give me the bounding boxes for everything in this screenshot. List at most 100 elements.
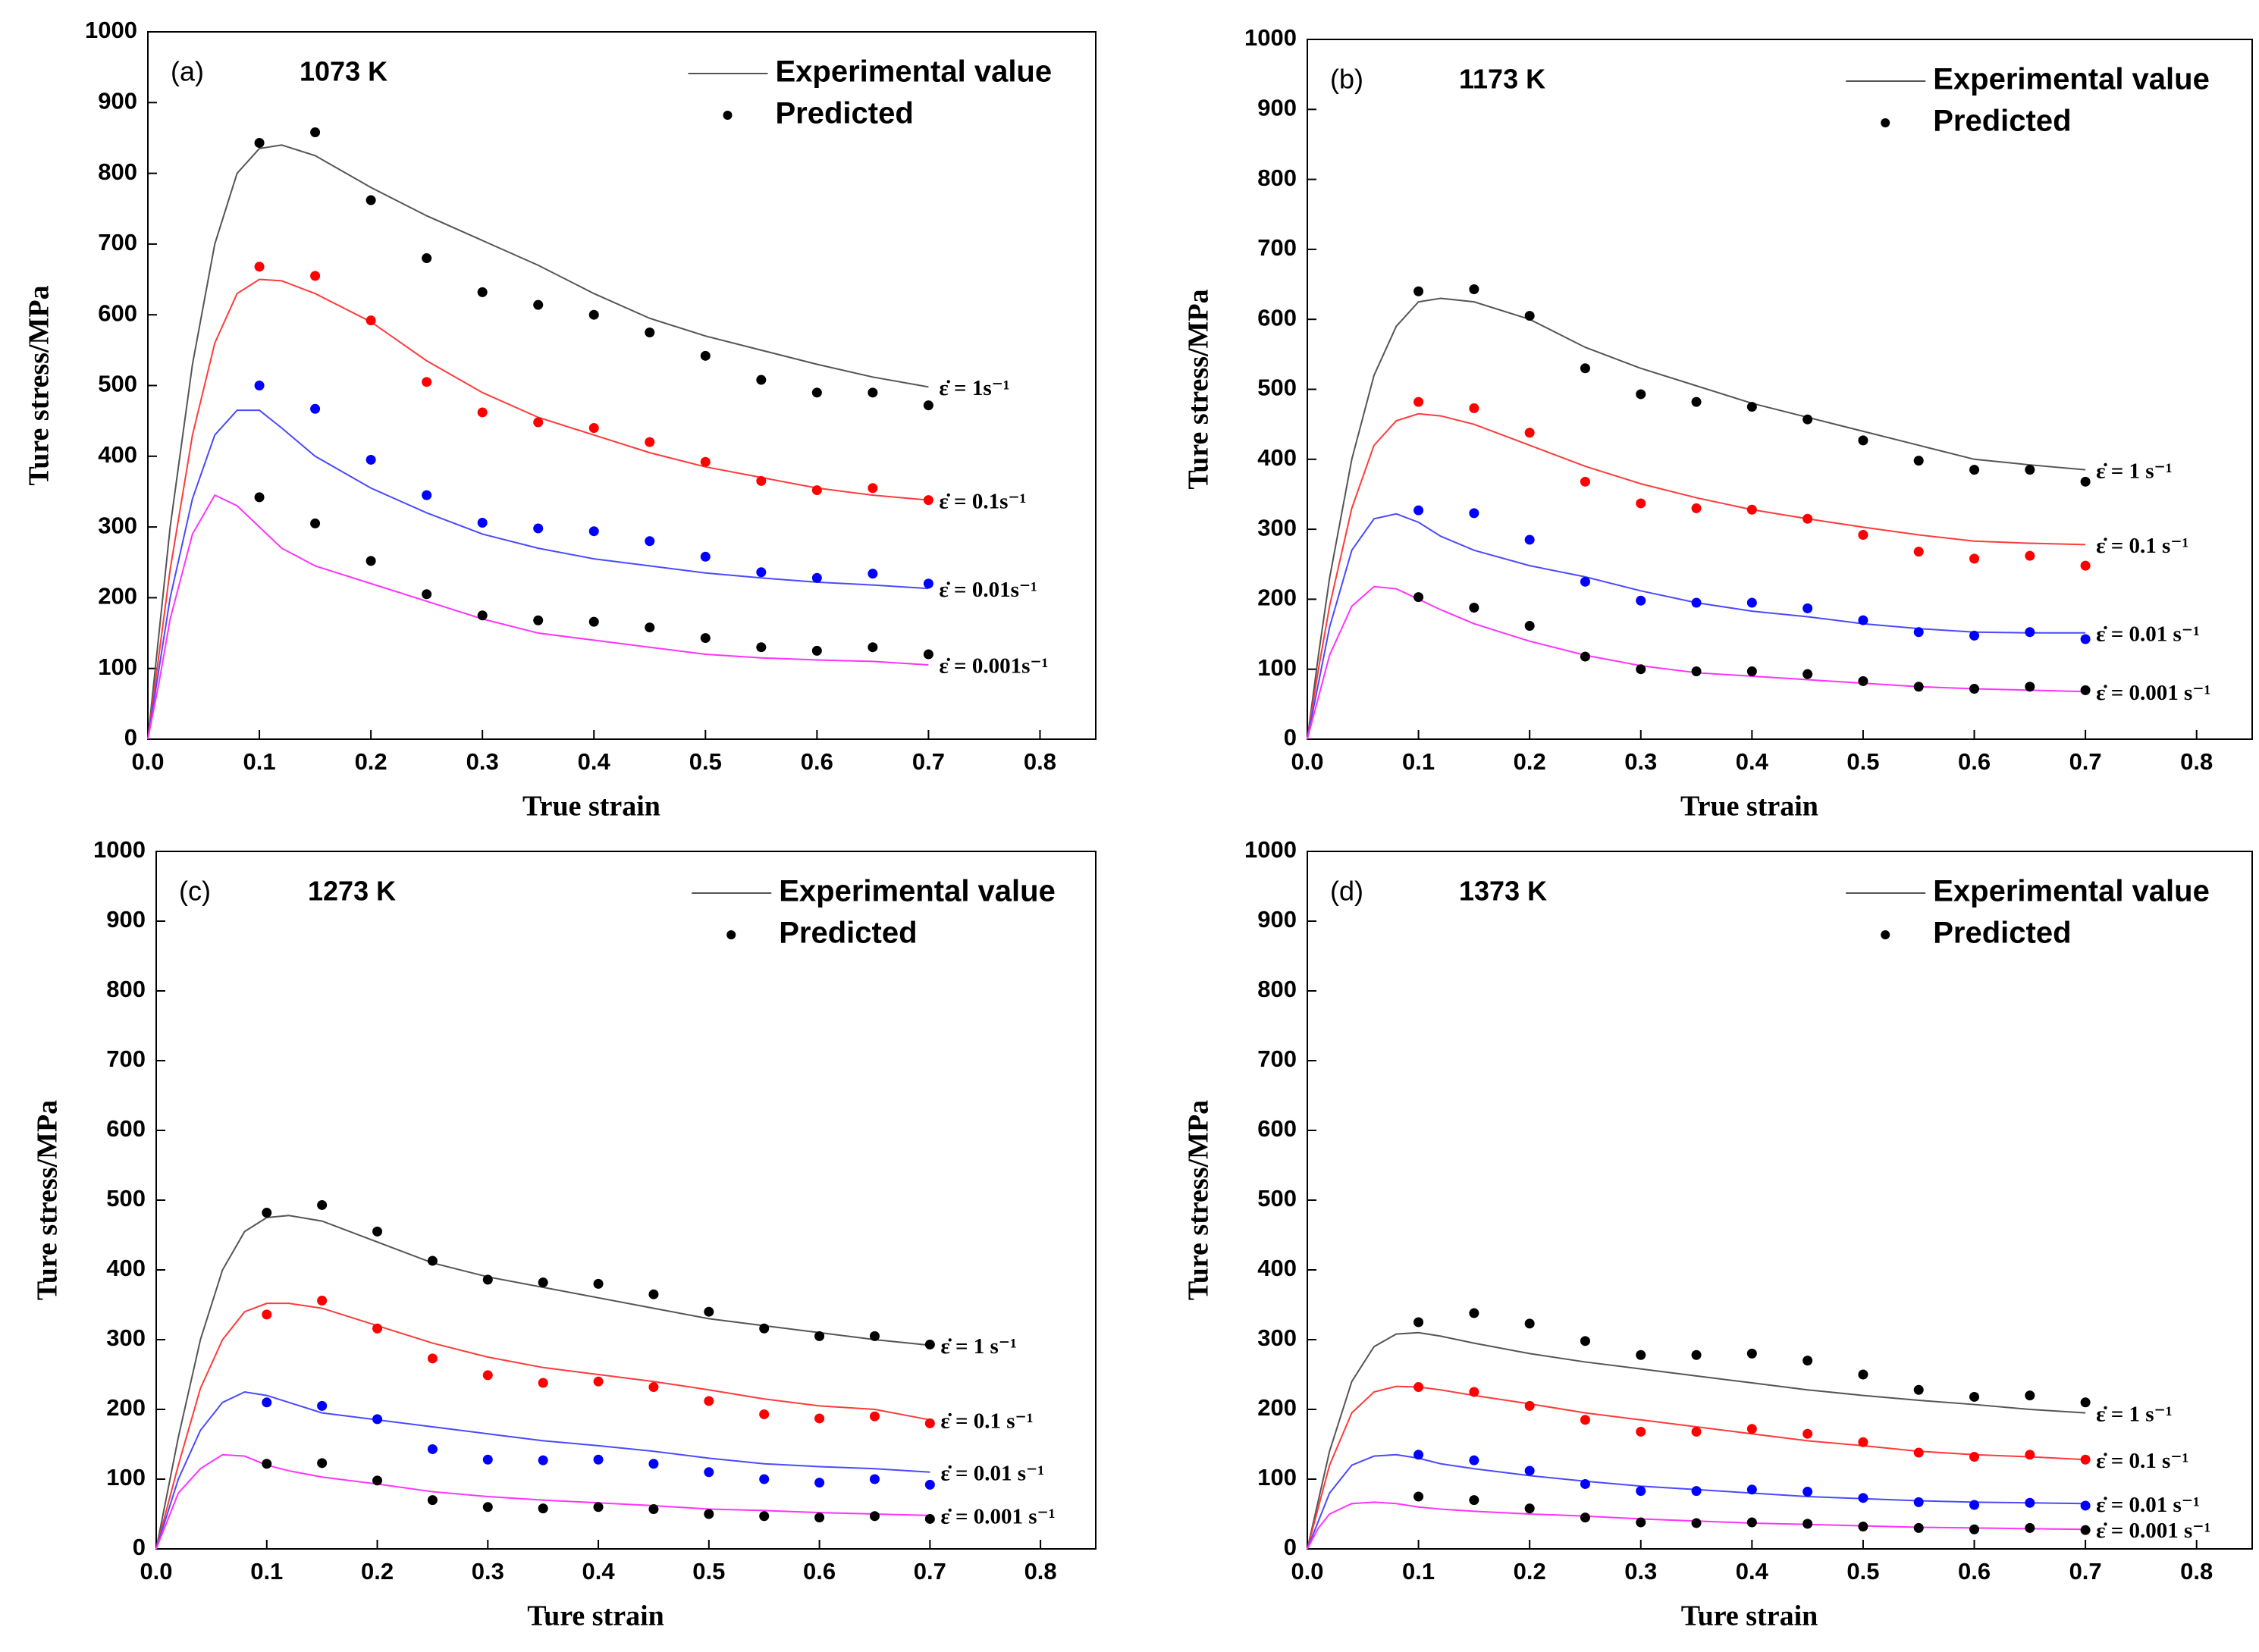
x-tick-label: 0.1 <box>243 748 276 775</box>
predicted-point <box>538 1378 548 1388</box>
x-tick-label: 0.4 <box>582 1558 616 1585</box>
predicted-point <box>1858 529 1868 540</box>
predicted-point <box>1469 602 1479 613</box>
predicted-point <box>700 456 711 467</box>
predicted-point <box>1913 1497 1924 1507</box>
y-tick-label: 400 <box>1257 444 1297 471</box>
predicted-point <box>1580 363 1590 374</box>
experimental-curve <box>1307 1453 2086 1550</box>
experimental-curve <box>155 1453 930 1550</box>
x-tick-label: 0.3 <box>1624 748 1657 775</box>
predicted-point <box>366 315 376 326</box>
predicted-point <box>924 1479 935 1490</box>
y-tick-label: 200 <box>1257 585 1297 611</box>
temperature: 1073 K <box>300 56 387 87</box>
predicted-point <box>1802 1519 1813 1529</box>
y-tick-label: 200 <box>98 583 137 610</box>
x-tick-label: 0.7 <box>912 748 945 775</box>
predicted-point <box>262 1459 272 1469</box>
y-tick-label: 200 <box>106 1394 146 1421</box>
predicted-point <box>1969 465 1980 475</box>
predicted-point <box>427 1353 438 1364</box>
predicted-point <box>648 1382 659 1393</box>
x-tick-label: 0.3 <box>466 748 499 775</box>
predicted-point <box>1858 1369 1868 1380</box>
predicted-point <box>427 1255 438 1266</box>
predicted-point <box>538 1503 548 1514</box>
legend-label: Experimental value <box>776 55 1053 89</box>
experimental-curve <box>1307 585 2086 740</box>
y-tick-label: 300 <box>98 512 137 538</box>
x-tick-label: 0.8 <box>1024 1558 1057 1585</box>
y-axis-title: Ture stress/MPa <box>1183 289 1215 489</box>
x-tick-label: 0.0 <box>140 1558 172 1585</box>
x-tick-label: 0.3 <box>1624 1558 1657 1585</box>
x-tick-label: 0.3 <box>472 1558 504 1585</box>
predicted-point <box>1969 1500 1980 1510</box>
x-tick-label: 0.8 <box>2180 748 2213 775</box>
predicted-point <box>588 422 599 433</box>
predicted-point <box>588 616 599 627</box>
predicted-point <box>372 1475 383 1486</box>
predicted-point <box>648 1289 659 1299</box>
predicted-point <box>814 1513 825 1523</box>
predicted-point <box>868 569 878 579</box>
predicted-point <box>1469 403 1479 413</box>
predicted-point <box>924 1418 935 1428</box>
predicted-point <box>1524 1503 1535 1514</box>
y-tick-label: 200 <box>1257 1394 1297 1421</box>
x-tick-label: 0.2 <box>1514 748 1546 775</box>
predicted-point <box>869 1511 880 1522</box>
rate-label: ε̇ = 0.1 s⁻¹ <box>940 1409 1033 1433</box>
x-tick-label: 0.0 <box>1291 1558 1323 1585</box>
predicted-point <box>533 417 544 428</box>
predicted-point <box>1691 1426 1702 1437</box>
predicted-point <box>1746 1424 1757 1434</box>
x-tick-label: 0.8 <box>2180 1558 2213 1585</box>
predicted-point <box>645 536 655 547</box>
rate-label: ε̇ = 0.01 s⁻¹ <box>2096 622 2200 646</box>
predicted-point <box>1636 664 1646 675</box>
y-tick-label: 700 <box>1257 234 1297 261</box>
y-axis-title: Ture stress/MPa <box>1183 1100 1215 1300</box>
y-tick-label: 400 <box>1257 1255 1297 1281</box>
y-tick-label: 0 <box>133 1534 146 1560</box>
x-tick-label: 0.7 <box>2069 748 2102 775</box>
predicted-point <box>310 518 321 528</box>
x-tick-label: 0.0 <box>131 748 164 775</box>
predicted-point <box>1802 603 1813 613</box>
predicted-point <box>2025 550 2035 561</box>
predicted-point <box>366 195 376 205</box>
predicted-point <box>1913 627 1924 638</box>
predicted-point <box>1413 1491 1424 1502</box>
x-axis-title: True strain <box>522 791 660 823</box>
y-tick-label: 500 <box>98 371 137 397</box>
x-tick-label: 0.5 <box>1846 1558 1879 1585</box>
y-tick-label: 600 <box>1257 1115 1297 1142</box>
predicted-point <box>477 407 488 418</box>
predicted-point <box>1413 286 1424 296</box>
predicted-point <box>811 572 822 583</box>
predicted-point <box>1580 576 1590 587</box>
experimental-curve <box>1307 412 2086 740</box>
experimental-curve <box>1307 1501 2086 1550</box>
y-tick-label: 700 <box>98 229 137 255</box>
predicted-point <box>869 1474 880 1484</box>
predicted-point <box>759 1474 770 1484</box>
predicted-point <box>2025 1390 2035 1401</box>
predicted-point <box>310 127 321 137</box>
predicted-point <box>1858 435 1868 446</box>
legend-label: Predicted <box>776 97 914 130</box>
predicted-point <box>372 1226 383 1237</box>
predicted-point <box>2080 1525 2091 1535</box>
predicted-point <box>1524 1318 1535 1329</box>
rate-label: ε̇ = 1s⁻¹ <box>939 376 1009 400</box>
experimental-curve <box>155 1215 930 1550</box>
rate-label: ε̇ = 0.1 s⁻¹ <box>2096 1449 2188 1473</box>
x-tick-label: 0.7 <box>914 1558 946 1585</box>
predicted-point <box>422 253 432 264</box>
predicted-point <box>1636 1349 1646 1360</box>
y-tick-label: 400 <box>98 441 137 468</box>
predicted-point <box>533 523 544 534</box>
predicted-point <box>1746 1348 1757 1359</box>
